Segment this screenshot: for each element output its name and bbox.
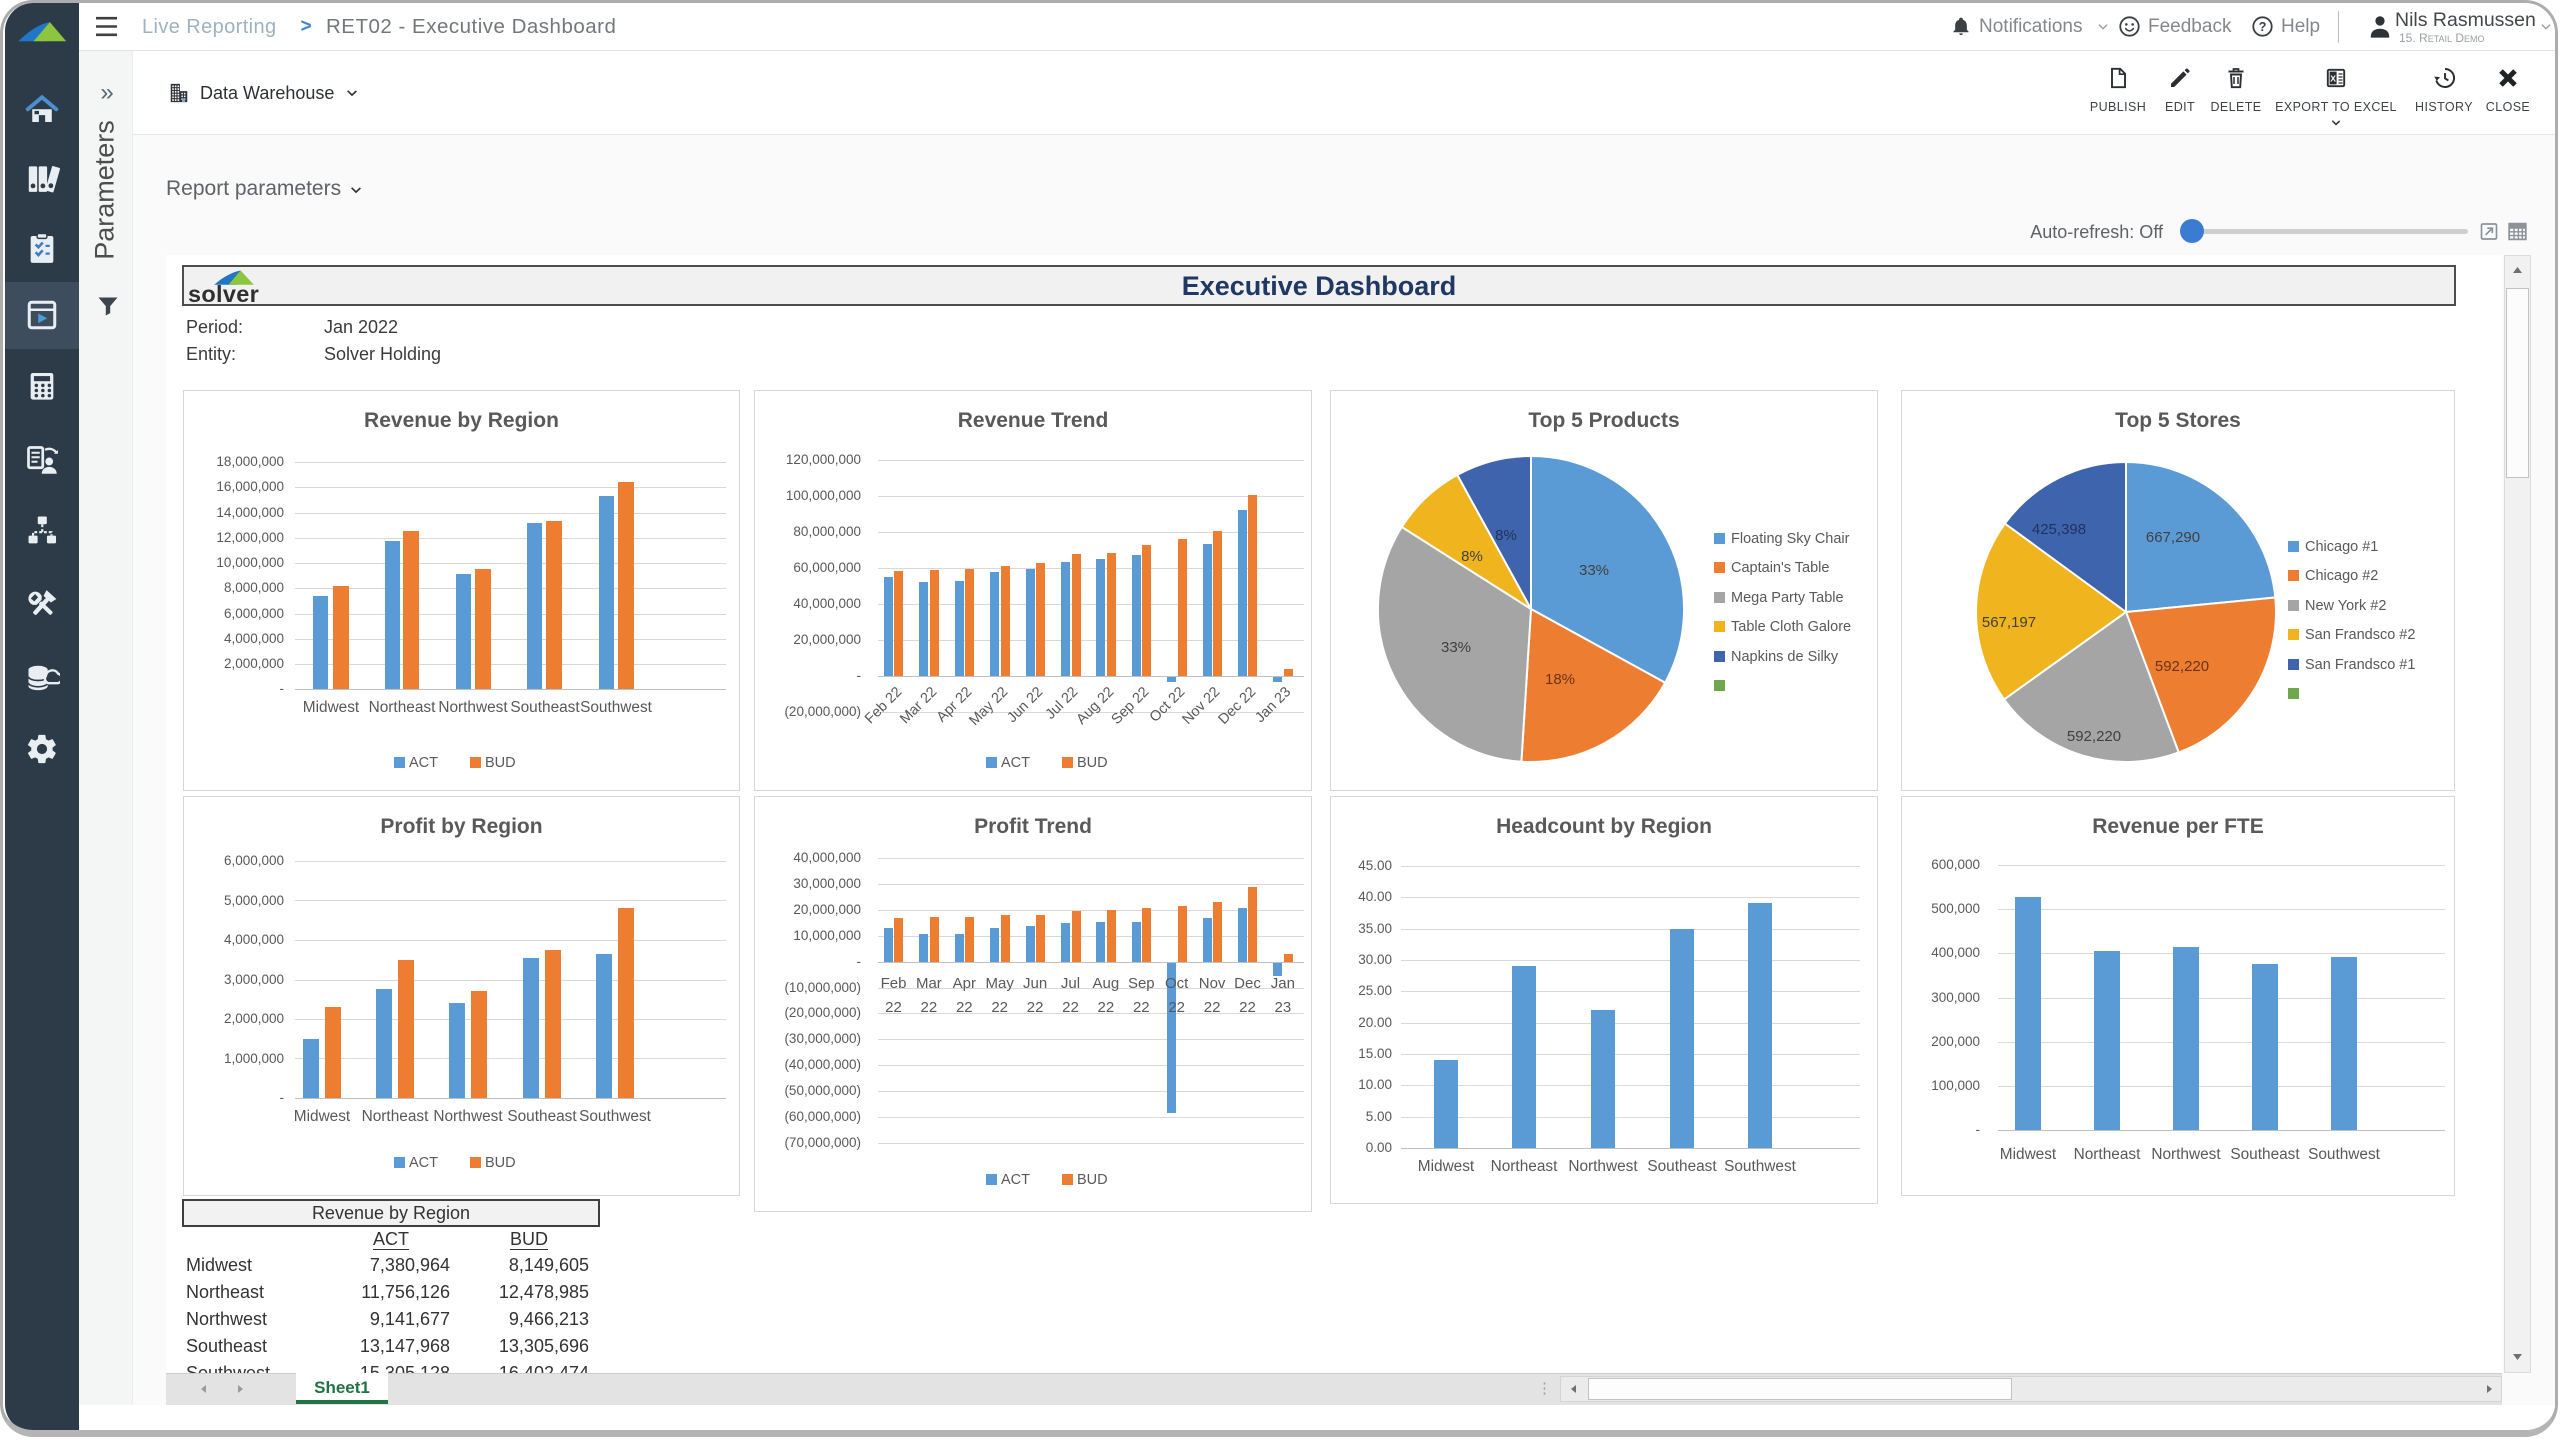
svg-text:?: ? (2259, 20, 2267, 34)
svg-text:X: X (2330, 74, 2336, 84)
